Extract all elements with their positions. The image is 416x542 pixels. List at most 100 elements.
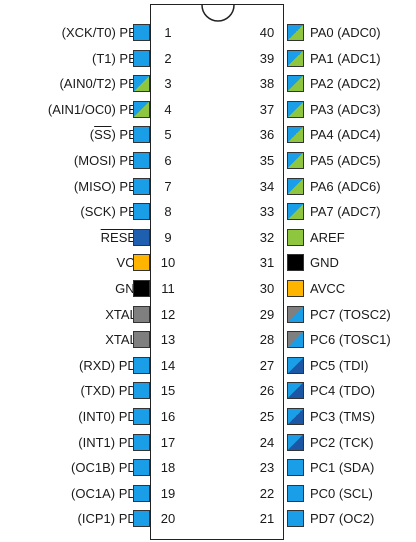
pin-number: 21 (259, 511, 275, 526)
pin-swatch (287, 306, 304, 323)
pin-swatch (287, 434, 304, 451)
pin-1: (XCK/T0) PB0 1 (0, 24, 416, 46)
pin-number: 18 (160, 460, 176, 475)
pin-swatch (133, 152, 150, 169)
pin-16: (INT0) PD2 16 (0, 408, 416, 430)
pin-swatch (287, 485, 304, 502)
pin-number: 1 (164, 25, 172, 40)
pin-8: (SCK) PB7 8 (0, 203, 416, 225)
pin-label: (INT1) PD3 (78, 435, 144, 450)
chip-notch (201, 5, 235, 22)
pin-swatch (133, 178, 150, 195)
pin-15: (TXD) PD1 15 (0, 382, 416, 404)
pin-number: 33 (259, 204, 275, 219)
pin-number: 10 (160, 255, 176, 270)
pin-swatch (287, 408, 304, 425)
pin-7: (MISO) PB6 7 (0, 178, 416, 200)
pin-label: PC3 (TMS) (310, 409, 375, 424)
pin-swatch (287, 24, 304, 41)
pin-label: PA0 (ADC0) (310, 25, 381, 40)
pin-swatch (133, 357, 150, 374)
pin-swatch (287, 75, 304, 92)
pin-number: 32 (259, 230, 275, 245)
chip-body (150, 4, 284, 540)
pin-number: 31 (259, 255, 275, 270)
pin-number: 17 (160, 435, 176, 450)
pin-33: PA7 (ADC7) 33 (0, 203, 416, 225)
pin-swatch (287, 178, 304, 195)
pin-label: PA5 (ADC5) (310, 153, 381, 168)
pin-label: PA1 (ADC1) (310, 51, 381, 66)
pin-number: 14 (160, 358, 176, 373)
pin-label: (OC1A) PD5 (71, 486, 144, 501)
pin-swatch (287, 203, 304, 220)
pin-label: (T1) PB1 (91, 51, 144, 66)
pin-number: 22 (259, 486, 275, 501)
pin-23: PC1 (SDA) 23 (0, 459, 416, 481)
pin-14: (RXD) PD0 14 (0, 357, 416, 379)
pin-number: 39 (259, 51, 275, 66)
pin-label: PD7 (OC2) (310, 511, 375, 526)
pin-swatch (287, 50, 304, 67)
pin-label: (TXD) PD1 (80, 383, 144, 398)
pin-28: PC6 (TOSC1) 28 (0, 331, 416, 353)
pin-number: 34 (259, 179, 275, 194)
pin-10: VCC 10 (0, 254, 416, 276)
pin-label: (AIN1/OC0) PB3 (47, 102, 144, 117)
pin-label-prefix: ( (89, 127, 95, 142)
pin-12: XTAL1 12 (0, 306, 416, 328)
pin-swatch (287, 357, 304, 374)
pin-swatch (133, 306, 150, 323)
pin-label: PC4 (TDO) (310, 383, 375, 398)
pin-number: 29 (259, 307, 275, 322)
pin-label: (AIN0/T2) PB2 (59, 76, 144, 91)
active-low-signal: SS (94, 127, 112, 142)
pin-label: GND (310, 255, 339, 270)
pin-22: PC0 (SCL) 22 (0, 485, 416, 507)
pin-swatch (287, 229, 304, 246)
pin-label: (MISO) PB6 (73, 179, 144, 194)
pin-swatch (287, 382, 304, 399)
pin-label: (INT0) PD2 (78, 409, 144, 424)
pin-swatch (133, 510, 150, 527)
pin-swatch (133, 75, 150, 92)
pin-number: 2 (164, 51, 172, 66)
pin-20: (ICP1) PD6 20 (0, 510, 416, 532)
pin-label: PC5 (TDI) (310, 358, 369, 373)
pin-37: PA3 (ADC3) 37 (0, 101, 416, 123)
pin-number: 16 (160, 409, 176, 424)
pin-label: PA3 (ADC3) (310, 102, 381, 117)
pin-number: 23 (259, 460, 275, 475)
pin-32: AREF 32 (0, 229, 416, 251)
pin-number: 35 (259, 153, 275, 168)
pin-number: 8 (164, 204, 172, 219)
pin-swatch (287, 331, 304, 348)
pin-number: 37 (259, 102, 275, 117)
pin-swatch (133, 280, 150, 297)
pin-number: 9 (164, 230, 172, 245)
pin-17: (INT1) PD3 17 (0, 434, 416, 456)
pin-label: AREF (310, 230, 345, 245)
pin-number: 3 (164, 76, 172, 91)
pin-24: PC2 (TCK) 24 (0, 434, 416, 456)
pin-40: PA0 (ADC0) 40 (0, 24, 416, 46)
pin-label: (MOSI) PB5 (73, 153, 144, 168)
pin-21: PD7 (OC2) 21 (0, 510, 416, 532)
pin-number: 12 (160, 307, 176, 322)
pin-19: (OC1A) PD5 19 (0, 485, 416, 507)
pin-number: 19 (160, 486, 176, 501)
pin-label: AVCC (310, 281, 346, 296)
pin-number: 24 (259, 435, 275, 450)
pin-label: (OC1B) PD4 (71, 460, 144, 475)
pin-31: GND 31 (0, 254, 416, 276)
pin-swatch (133, 50, 150, 67)
pin-number: 27 (259, 358, 275, 373)
pin-label: PC0 (SCL) (310, 486, 373, 501)
pin-number: 4 (164, 102, 172, 117)
pin-label: PA2 (ADC2) (310, 76, 381, 91)
pin-label: (RXD) PD0 (78, 358, 144, 373)
pin-label: (XCK/T0) PB0 (61, 25, 144, 40)
pin-number: 7 (164, 179, 172, 194)
pin-39: PA1 (ADC1) 39 (0, 50, 416, 72)
pin-swatch (133, 203, 150, 220)
